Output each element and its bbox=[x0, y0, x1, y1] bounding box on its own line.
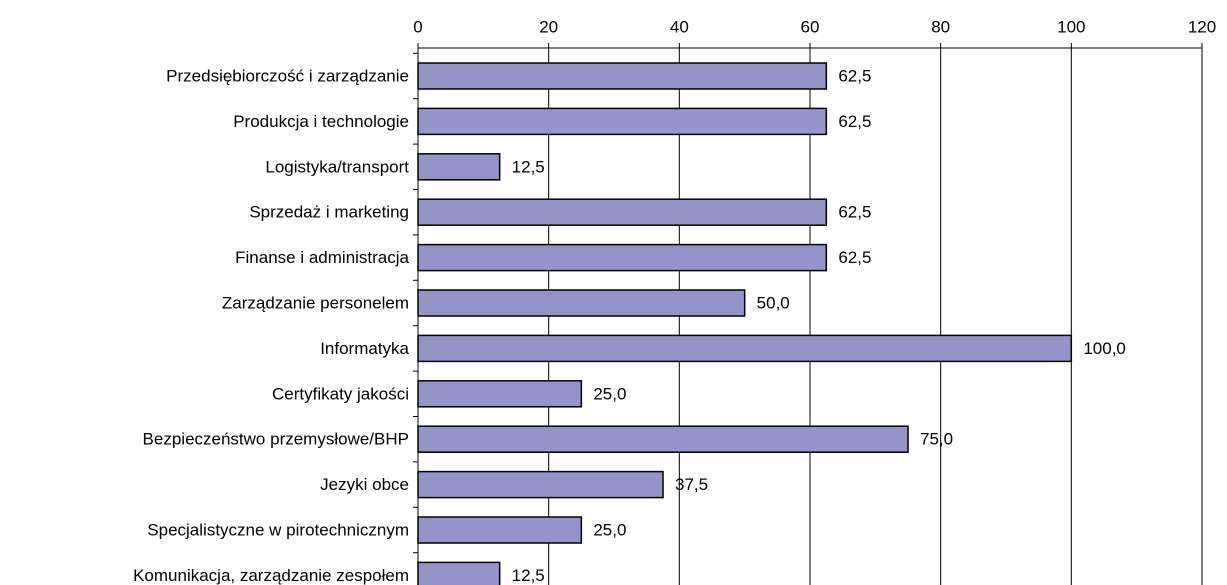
x-tick-label: 120 bbox=[1188, 17, 1216, 36]
bar bbox=[417, 380, 583, 408]
bar bbox=[417, 243, 828, 272]
y-tick-label: Specjalistyczne w pirotechnicznym bbox=[147, 520, 409, 539]
value-label: 62,5 bbox=[838, 66, 871, 85]
value-label: 37,5 bbox=[675, 475, 708, 494]
value-label: 62,5 bbox=[838, 112, 871, 131]
y-tick-label: Logistyka/transport bbox=[265, 157, 409, 176]
bar bbox=[417, 289, 746, 317]
bar bbox=[417, 62, 828, 90]
x-tick-label: 60 bbox=[801, 17, 820, 36]
bar bbox=[417, 153, 501, 181]
y-tick-label: Sprzedaż i marketing bbox=[249, 203, 409, 222]
y-tick-label: Jezyki obce bbox=[320, 475, 409, 494]
y-tick-label: Zarządzanie personelem bbox=[222, 293, 409, 312]
value-label: 25,0 bbox=[593, 384, 626, 403]
value-label: 62,5 bbox=[838, 248, 871, 267]
bar bbox=[417, 198, 828, 226]
bar bbox=[417, 470, 664, 499]
y-tick-label: Certyfikaty jakości bbox=[272, 384, 409, 403]
bar bbox=[417, 516, 583, 544]
bar bbox=[417, 334, 1073, 363]
x-tick-label: 20 bbox=[539, 17, 558, 36]
value-label: 100,0 bbox=[1083, 339, 1126, 358]
y-tick-label: Informatyka bbox=[320, 339, 409, 358]
value-label: 25,0 bbox=[593, 520, 626, 539]
value-label: 12,5 bbox=[512, 157, 545, 176]
y-tick-label: Finanse i administracja bbox=[235, 248, 409, 267]
y-tick-label: Przedsiębiorczość i zarządzanie bbox=[166, 66, 409, 85]
value-label: 62,5 bbox=[838, 203, 871, 222]
x-tick-label: 40 bbox=[670, 17, 689, 36]
y-tick-label: Produkcja i technologie bbox=[233, 112, 409, 131]
value-label: 12,5 bbox=[512, 566, 545, 585]
y-tick-label: Bezpieczeństwo przemysłowe/BHP bbox=[143, 430, 409, 449]
bar bbox=[417, 107, 828, 136]
value-label: 75,0 bbox=[920, 430, 953, 449]
x-tick-label: 80 bbox=[931, 17, 950, 36]
y-tick-label: Komunikacja, zarządzanie zespołem bbox=[133, 566, 409, 585]
x-tick-label: 0 bbox=[413, 17, 422, 36]
value-label: 50,0 bbox=[757, 293, 790, 312]
x-tick-label: 100 bbox=[1057, 17, 1085, 36]
bar bbox=[417, 561, 501, 585]
bar bbox=[417, 425, 909, 453]
